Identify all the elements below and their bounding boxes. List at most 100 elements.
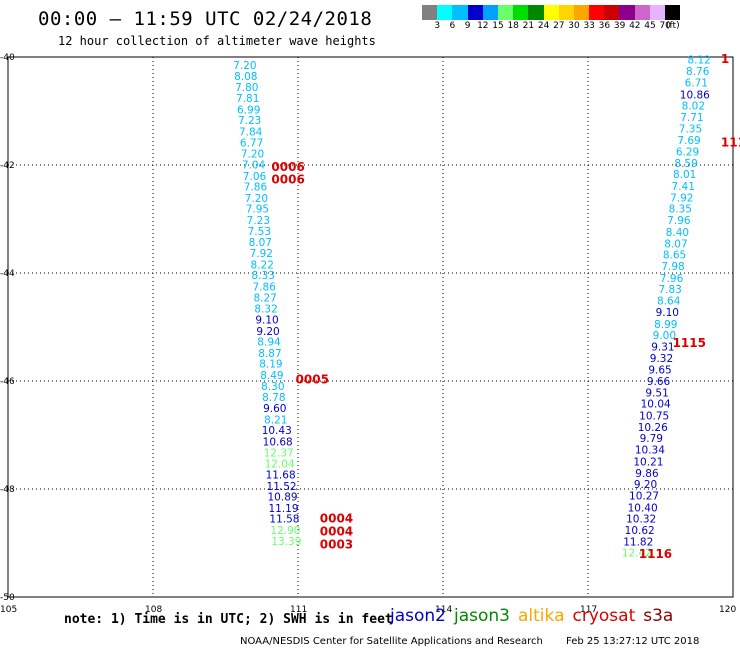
wave-height-value: 7.53: [248, 226, 271, 238]
color-scale-label: 30: [568, 21, 580, 31]
wave-height-value: 11.68: [266, 469, 296, 481]
wave-height-value: 8.33: [252, 270, 275, 282]
time-label: 1116: [639, 547, 672, 561]
wave-height-value: 8.35: [669, 204, 692, 216]
wave-height-value: 10.86: [680, 89, 710, 101]
x-tick-label: 108: [145, 605, 162, 615]
wave-height-value: 7.23: [247, 215, 270, 227]
x-tick-label: 105: [0, 605, 17, 615]
wave-height-value: 8.19: [259, 359, 282, 371]
wave-height-value: 10.34: [635, 445, 665, 457]
wave-height-value: 8.22: [251, 259, 274, 271]
wave-height-value: 10.27: [629, 490, 659, 502]
wave-height-value: 7.86: [252, 282, 276, 294]
wave-height-value: 7.41: [672, 181, 695, 193]
color-swatch: [573, 5, 590, 20]
color-scale-label: 21: [522, 21, 535, 31]
color-scale-label: 27: [553, 21, 565, 31]
time-label: 0006: [271, 173, 304, 187]
color-swatch: [589, 5, 605, 20]
wave-height-value: 8.32: [254, 304, 277, 316]
wave-height-value: 10.62: [625, 525, 655, 537]
wave-height-value: 13.39: [271, 536, 301, 548]
color-scale-label: 9: [464, 21, 471, 31]
legend-jason3: jason3: [454, 606, 510, 626]
wave-height-value: 7.20: [245, 193, 268, 205]
wave-height-value: 6.71: [685, 77, 708, 89]
color-scale-label: 70: [659, 21, 671, 31]
wave-height-value: 8.27: [253, 292, 276, 304]
color-scale-label: 42: [629, 21, 641, 31]
footer-credit: NOAA/NESDIS Center for Satellite Applica…: [240, 636, 543, 647]
time-label: 0005: [296, 372, 329, 386]
wave-height-value: 7.80: [235, 82, 258, 94]
time-label: 1115: [673, 336, 706, 350]
color-swatch: [634, 5, 650, 20]
wave-height-value: 7.23: [238, 115, 261, 127]
wave-height-value: 8.78: [262, 392, 285, 404]
wave-height-value: 7.95: [246, 204, 269, 216]
color-scale-label: 39: [613, 21, 626, 31]
wave-height-value: 7.92: [670, 192, 693, 204]
wave-height-value: 6.77: [240, 137, 263, 149]
color-swatch: [543, 5, 559, 20]
x-tick-label: 114: [435, 605, 452, 615]
x-tick-label: 111: [290, 605, 307, 615]
wave-height-value: 8.08: [234, 71, 257, 83]
wave-height-value: 7.83: [658, 284, 681, 296]
wave-height-value: 7.71: [680, 112, 703, 124]
color-swatch: [497, 5, 514, 20]
wave-height-value: 8.99: [654, 319, 677, 331]
wave-height-value: 10.04: [641, 399, 671, 411]
x-tick-label: 117: [580, 605, 597, 615]
y-tick-label: -40: [0, 53, 15, 63]
wave-height-value: 11.82: [623, 536, 653, 548]
legend-jason2: jason2: [390, 606, 446, 626]
color-scale-label: (ft): [666, 21, 680, 31]
wave-height-value: 9.10: [656, 307, 679, 319]
color-scale-label: 36: [598, 21, 611, 31]
wave-height-value: 7.84: [239, 127, 263, 139]
wave-height-value: 7.04: [242, 159, 266, 171]
wave-height-value: 10.32: [626, 514, 656, 526]
wave-height-value: 9.65: [648, 365, 671, 377]
color-swatch: [422, 5, 438, 20]
color-scale-labels: 3 6 9 12 15 18 21 24 27 30 33 36 39 42 45 70 (ft): [422, 20, 680, 32]
color-scale-label: 12: [477, 21, 489, 31]
color-swatch: [467, 5, 483, 20]
wave-height-value: 8.40: [666, 227, 689, 239]
wave-height-value: 8.94: [257, 337, 281, 349]
wave-height-value: 10.26: [638, 422, 668, 434]
wave-height-value: 9.51: [645, 387, 668, 399]
legend-altika: altika: [518, 606, 565, 626]
color-scale-legend: 3 6 9 12 15 18 21 24 27 30 33 36 39 42 45 70 (ft): [422, 5, 681, 32]
wave-height-value: 8.87: [258, 348, 281, 360]
chart-subtitle: 12 hour collection of altimeter wave hei…: [58, 34, 376, 48]
y-tick-label: -42: [0, 161, 15, 171]
y-tick-label: -44: [0, 269, 15, 279]
wave-height-value: 6.29: [676, 147, 699, 159]
wave-height-value: 7.35: [679, 123, 702, 135]
wave-height-value: 8.64: [657, 296, 681, 308]
wave-height-value: 9.10: [255, 314, 278, 326]
units-note: note: 1) Time is in UTC; 2) SWH is in fe…: [64, 612, 393, 627]
wave-height-value: 10.75: [639, 411, 669, 423]
footer: NOAA/NESDIS Center for Satellite Applica…: [240, 636, 699, 647]
y-tick-label: -46: [0, 377, 15, 387]
legend-s3a: s3a: [643, 606, 674, 626]
y-tick-label: -50: [0, 593, 15, 603]
wave-height-value: 6.99: [237, 104, 260, 116]
x-tick-label: 120: [719, 605, 736, 615]
color-scale-label: 45: [644, 21, 656, 31]
wave-height-value: 11.52: [267, 481, 297, 493]
wave-height-value: 12.04: [265, 459, 295, 471]
wave-height-value: 8.76: [686, 66, 710, 78]
wave-height-value: 7.69: [677, 135, 700, 147]
color-scale-label: 6: [449, 21, 456, 31]
wave-height-value: 8.02: [682, 101, 705, 113]
legend-cryosat: cryosat: [572, 606, 636, 626]
wave-height-value: 10.89: [268, 492, 298, 504]
wave-height-value: 9.60: [263, 403, 286, 415]
wave-height-value: 11.19: [268, 503, 298, 515]
wave-height-value: 9.00: [653, 330, 676, 342]
